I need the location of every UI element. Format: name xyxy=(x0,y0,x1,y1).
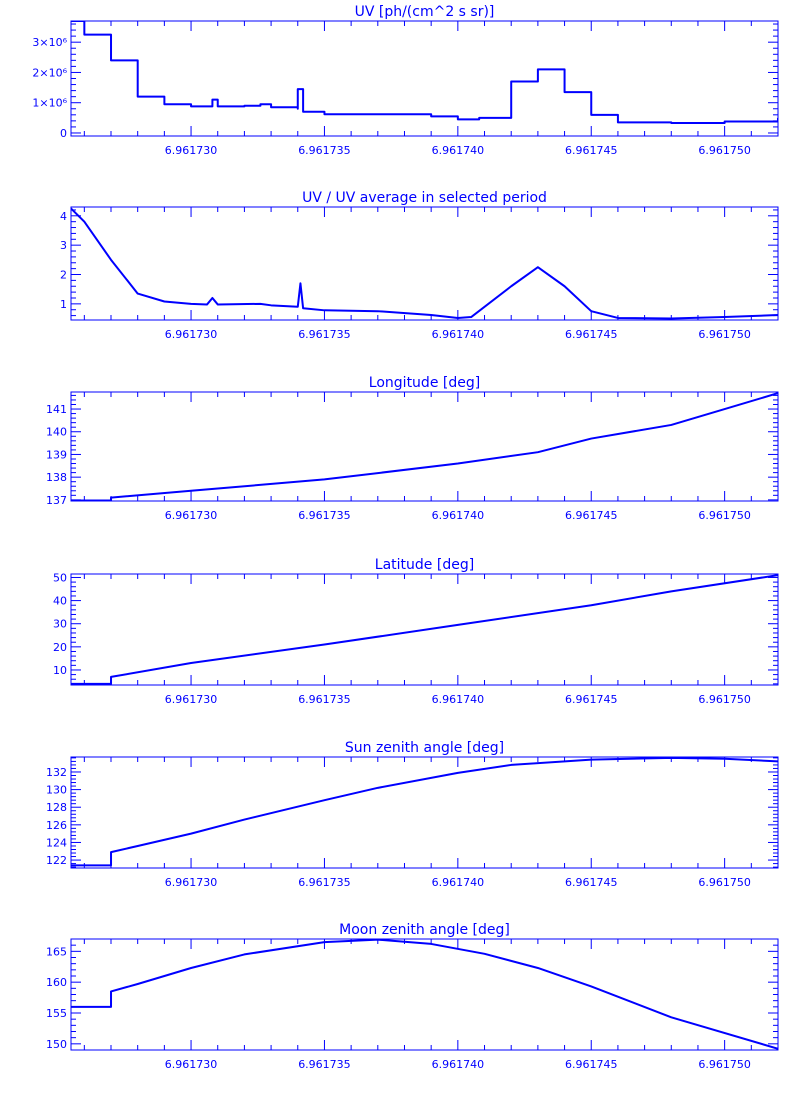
panel-3: Longitude [deg] 6.961730 6.961735 6.961740 6… xyxy=(46,375,779,522)
plot-frame xyxy=(70,938,779,1051)
x-tick-label: 6.961745 xyxy=(565,876,618,889)
y-tick-label: 150 xyxy=(46,1038,67,1051)
x-tick-label: 6.961740 xyxy=(432,328,485,341)
x-tick-label: 6.961730 xyxy=(165,509,218,522)
x-tick-label: 6.961735 xyxy=(298,693,351,706)
x-tick-label: 6.961730 xyxy=(165,328,218,341)
y-tick-label: 50 xyxy=(53,571,67,584)
x-tick-label: 6.961740 xyxy=(432,693,485,706)
x-tick-label: 6.961750 xyxy=(698,328,751,341)
y-tick-label: 3 xyxy=(60,239,67,252)
y-tick-label: 155 xyxy=(46,1007,67,1020)
y-tick-label: 2×10⁶ xyxy=(32,66,67,79)
y-tick-label: 30 xyxy=(53,618,67,631)
y-tick-label: 20 xyxy=(53,641,67,654)
x-tick-label: 6.961730 xyxy=(165,876,218,889)
panel-title: Longitude [deg] xyxy=(369,375,480,391)
y-tick-label: 132 xyxy=(46,766,67,779)
y-tick-label: 130 xyxy=(46,784,67,797)
x-tick-label: 6.961750 xyxy=(698,693,751,706)
panel-2: UV / UV average in selected period 6.9617… xyxy=(60,190,779,341)
panel-5: Sun zenith angle [deg] 6.961730 6.961735 6.… xyxy=(46,740,779,889)
panel-title: UV [ph/(cm^2 s sr)] xyxy=(355,4,495,20)
x-tick-label: 6.961730 xyxy=(165,693,218,706)
y-tick-label: 0 xyxy=(60,127,67,140)
y-tick-label: 3×10⁶ xyxy=(32,36,67,49)
plot-frame xyxy=(70,573,779,686)
series-line xyxy=(71,757,778,867)
y-tick-label: 122 xyxy=(46,854,67,867)
x-tick-label: 6.961750 xyxy=(698,144,751,157)
x-tick-label: 6.961740 xyxy=(432,144,485,157)
x-tick-label: 6.961735 xyxy=(298,1058,351,1071)
panel-4: Latitude [deg] 6.961730 6.961735 6.961740 6.… xyxy=(53,557,779,706)
panel-title: UV / UV average in selected period xyxy=(302,190,547,206)
plot-frame xyxy=(70,206,779,321)
panel-1: UV [ph/(cm^2 s sr)] 6.961730 6.961735 6.961… xyxy=(32,4,779,157)
series-line xyxy=(71,21,778,124)
y-tick-label: 137 xyxy=(46,494,67,507)
x-tick-label: 6.961745 xyxy=(565,328,618,341)
panel-title: Latitude [deg] xyxy=(375,557,474,573)
plot-frame xyxy=(70,756,779,869)
y-tick-label: 128 xyxy=(46,801,67,814)
x-tick-label: 6.961740 xyxy=(432,1058,485,1071)
x-tick-label: 6.961735 xyxy=(298,144,351,157)
x-tick-label: 6.961745 xyxy=(565,693,618,706)
x-tick-label: 6.961745 xyxy=(565,1058,618,1071)
x-tick-label: 6.961735 xyxy=(298,509,351,522)
y-tick-label: 138 xyxy=(46,471,67,484)
series-line xyxy=(71,207,778,320)
y-tick-label: 160 xyxy=(46,976,67,989)
x-tick-label: 6.961735 xyxy=(298,328,351,341)
y-tick-label: 165 xyxy=(46,945,67,958)
x-tick-label: 6.961740 xyxy=(432,509,485,522)
x-tick-label: 6.961750 xyxy=(698,1058,751,1071)
y-tick-label: 141 xyxy=(46,403,67,416)
y-tick-label: 4 xyxy=(60,210,67,223)
y-tick-label: 2 xyxy=(60,269,67,282)
panel-title: Moon zenith angle [deg] xyxy=(339,922,510,938)
y-tick-label: 126 xyxy=(46,819,67,832)
y-tick-label: 1×10⁶ xyxy=(32,97,67,110)
panel-title: Sun zenith angle [deg] xyxy=(345,740,504,756)
plot-frame xyxy=(70,391,779,502)
plot-frame xyxy=(70,20,779,137)
y-tick-label: 10 xyxy=(53,664,67,677)
x-tick-label: 6.961745 xyxy=(565,144,618,157)
series-line xyxy=(71,939,778,1050)
y-tick-label: 140 xyxy=(46,426,67,439)
x-tick-label: 6.961735 xyxy=(298,876,351,889)
y-tick-label: 40 xyxy=(53,595,67,608)
x-tick-label: 6.961730 xyxy=(165,1058,218,1071)
x-tick-label: 6.961750 xyxy=(698,876,751,889)
y-tick-label: 124 xyxy=(46,836,67,849)
x-tick-label: 6.961750 xyxy=(698,509,751,522)
x-tick-label: 6.961740 xyxy=(432,876,485,889)
series-line xyxy=(71,392,778,501)
series-line xyxy=(71,574,778,685)
x-tick-label: 6.961730 xyxy=(165,144,218,157)
x-tick-label: 6.961745 xyxy=(565,509,618,522)
y-tick-label: 1 xyxy=(60,298,67,311)
y-tick-label: 139 xyxy=(46,448,67,461)
panel-6: Moon zenith angle [deg] 6.961730 6.961735 6… xyxy=(46,922,779,1071)
